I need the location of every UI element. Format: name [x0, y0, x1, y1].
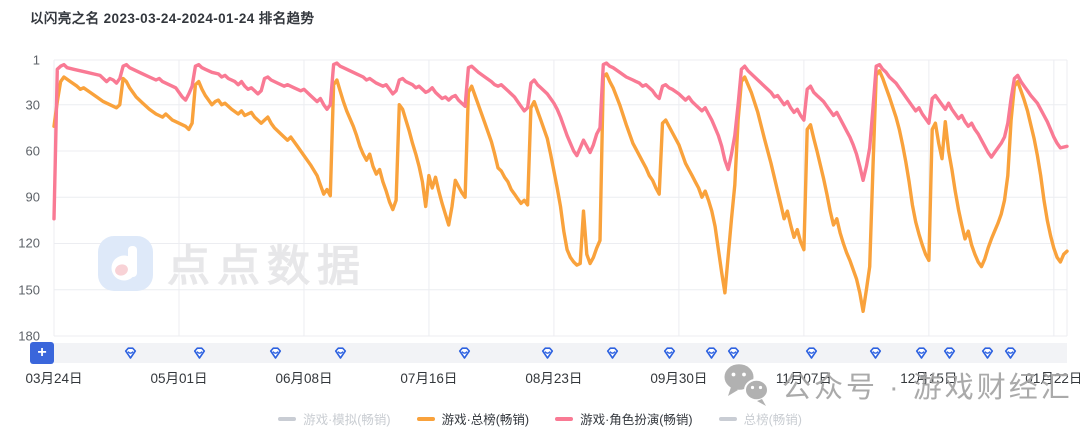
gem-icon [335, 347, 347, 359]
gem-icon [664, 347, 676, 359]
gem-icon [915, 347, 927, 359]
gem-icon [728, 347, 740, 359]
y-axis-tick-label: 30 [25, 97, 40, 113]
timeline-gem-marker[interactable] [803, 345, 820, 361]
gem-icon [194, 347, 206, 359]
gem-icon [869, 347, 882, 359]
y-axis-tick-label: 150 [18, 282, 40, 298]
gem-icon [125, 347, 137, 359]
series-line-1 [52, 69, 1069, 314]
x-axis-date-label: 06月08日 [275, 371, 333, 386]
y-axis-tick-label: 60 [25, 143, 40, 159]
timeline-gem-marker[interactable] [913, 345, 930, 361]
timeline-gem-marker[interactable] [539, 345, 556, 361]
legend-dash-icon [416, 416, 435, 421]
timeline-gem-marker[interactable] [725, 345, 742, 361]
legend-dash-icon [555, 416, 574, 421]
x-axis-date-label: 01月22日 [1025, 371, 1080, 386]
timeline-gem-marker[interactable] [979, 345, 996, 361]
timeline-gem-marker[interactable] [661, 345, 678, 361]
timeline-gem-marker[interactable] [867, 345, 884, 361]
gem-icon [943, 347, 956, 359]
gem-icon [541, 347, 553, 359]
timeline-gem-marker[interactable] [332, 345, 349, 361]
chart-legend: 游戏·模拟(畅销) 游戏·总榜(畅销) 游戏·角色扮演(畅销) 总榜(畅销) [0, 409, 1080, 428]
chart-plot-area[interactable] [52, 59, 1069, 337]
y-axis-tick-label: 180 [18, 328, 40, 344]
x-axis-date-label: 08月23日 [525, 371, 583, 386]
legend-item-2[interactable]: 游戏·角色扮演(畅销) [555, 409, 693, 428]
timeline-gem-marker[interactable] [604, 345, 621, 361]
gem-icon [606, 347, 618, 359]
x-axis-date-label: 09月30日 [650, 371, 708, 386]
add-button[interactable]: + [30, 342, 54, 364]
x-axis-date-label: 11月07日 [775, 371, 832, 386]
gem-icon [806, 347, 818, 359]
timeline-gem-marker[interactable] [941, 345, 958, 361]
legend-label: 游戏·模拟(畅销) [303, 413, 391, 427]
timeline-gem-marker[interactable] [703, 345, 720, 361]
series-line-2 [52, 61, 1069, 221]
x-axis-date-label: 05月01日 [150, 371, 208, 386]
timeline-gem-marker[interactable] [122, 345, 139, 361]
y-axis: 1 30 60 90 120 150 180 [0, 53, 47, 344]
line-chart-svg [52, 59, 1069, 337]
gem-icon [982, 347, 994, 359]
gem-icon [1004, 347, 1016, 359]
legend-item-0[interactable]: 游戏·模拟(畅销) [278, 409, 391, 428]
timeline-gem-marker[interactable] [1002, 345, 1019, 361]
gem-icon [270, 347, 282, 359]
x-axis-date-label: 03月24日 [25, 371, 83, 386]
gem-icon [458, 347, 470, 359]
y-axis-tick-label: 90 [25, 189, 40, 205]
legend-dash-icon [718, 416, 737, 421]
chart-title: 以闪亮之名 2023-03-24-2024-01-24 排名趋势 [30, 11, 315, 26]
timeline-gem-marker[interactable] [456, 345, 473, 361]
legend-label: 游戏·角色扮演(畅销) [580, 413, 693, 427]
legend-item-1[interactable]: 游戏·总榜(畅销) [416, 409, 530, 428]
timeline-gem-marker[interactable] [267, 345, 284, 361]
legend-dash-icon [278, 416, 297, 421]
y-axis-tick-label: 1 [32, 52, 40, 68]
x-axis-date-label: 07月16日 [400, 371, 458, 386]
legend-label: 游戏·总榜(畅销) [441, 413, 530, 427]
x-axis: 03月24日 05月01日 06月08日 07月16日 08月23日 09月30日 11月0… [25, 367, 1080, 387]
timeline-gem-marker[interactable] [191, 345, 208, 361]
timeline-scrubber[interactable] [54, 343, 1067, 363]
x-axis-date-label: 12月15日 [900, 371, 958, 386]
legend-label: 总榜(畅销) [743, 413, 802, 427]
y-axis-tick-label: 120 [18, 235, 40, 251]
gem-icon [705, 347, 718, 359]
legend-item-3[interactable]: 总榜(畅销) [718, 409, 802, 428]
